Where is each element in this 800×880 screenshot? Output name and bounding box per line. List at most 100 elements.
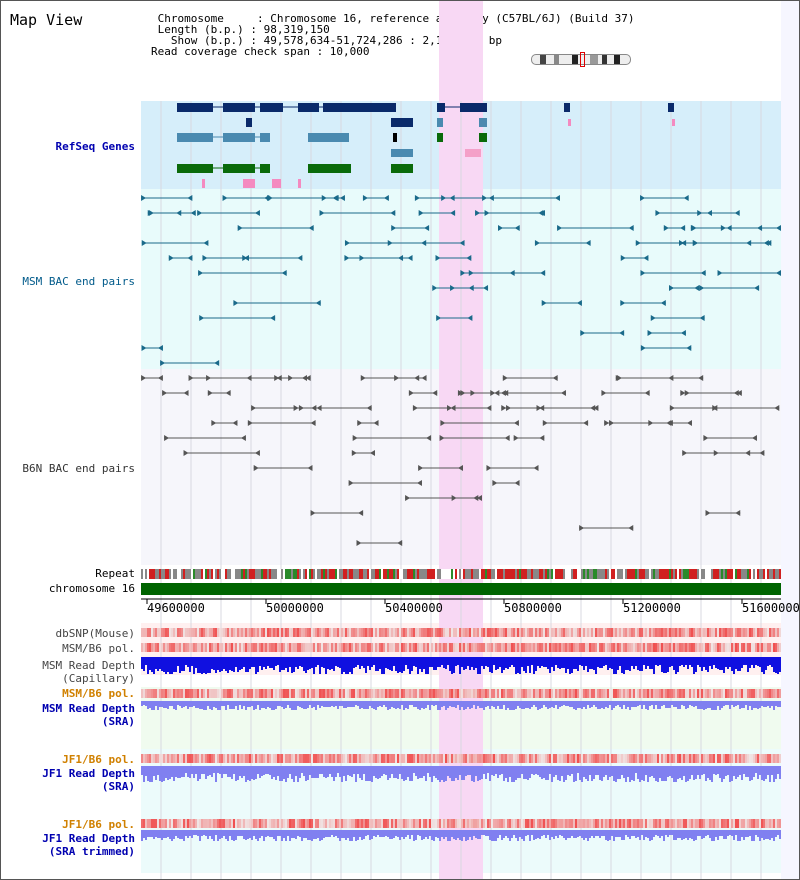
- read-depth-bar: [643, 766, 645, 781]
- track-label-jf1-pol-2[interactable]: JF1/B6 pol.: [62, 818, 135, 831]
- read-depth-bar: [235, 766, 237, 781]
- read-depth-bar: [613, 657, 615, 674]
- snp-density-cell: [275, 689, 277, 698]
- snp-density-cell: [611, 689, 613, 698]
- repeat-element: [231, 569, 233, 579]
- snp-density-cell: [445, 689, 447, 698]
- chromosome-ideogram[interactable]: [531, 54, 631, 65]
- read-depth-bar: [773, 701, 775, 710]
- read-depth-bar: [405, 657, 407, 665]
- track-label-msm-bac[interactable]: MSM BAC end pairs: [22, 275, 135, 288]
- read-depth-bar: [577, 657, 579, 671]
- repeat-element: [655, 569, 657, 579]
- snp-density-cell: [205, 689, 207, 698]
- snp-density-cell: [457, 819, 459, 828]
- repeat-element: [473, 569, 475, 579]
- read-depth-bar: [417, 830, 419, 835]
- snp-density-cell: [617, 689, 619, 698]
- read-depth-bar: [261, 830, 263, 836]
- track-label-jf1-depth-trimmed[interactable]: JF1 Read Depth (SRA trimmed): [42, 832, 135, 858]
- read-depth-bar: [391, 766, 393, 774]
- read-depth-bar: [439, 766, 441, 782]
- bac-end-marker: [450, 285, 456, 291]
- snp-density-cell: [479, 628, 481, 637]
- snp-density-cell: [409, 643, 411, 652]
- snp-density-cell: [715, 628, 717, 637]
- snp-density-cell: [359, 754, 361, 763]
- track-label-dbsnp[interactable]: dbSNP(Mouse): [55, 627, 135, 640]
- read-depth-bar: [287, 830, 289, 836]
- read-depth-bar: [193, 657, 195, 674]
- snp-density-cell: [555, 819, 557, 828]
- track-label-jf1-depth-sra[interactable]: JF1 Read Depth (SRA): [42, 767, 135, 793]
- read-depth-bar: [343, 701, 345, 708]
- snp-density-cell: [271, 819, 273, 828]
- repeat-element: [769, 569, 771, 579]
- bac-end-marker: [509, 270, 515, 276]
- snp-density-cell: [617, 643, 619, 652]
- repeat-element: [693, 569, 695, 579]
- snp-density-cell: [395, 628, 397, 637]
- bac-end-marker: [253, 465, 259, 471]
- snp-density-cell: [363, 819, 365, 828]
- read-depth-bar: [749, 830, 751, 836]
- snp-density-cell: [439, 754, 441, 763]
- track-label-b6n-bac[interactable]: B6N BAC end pairs: [22, 462, 135, 475]
- snp-density-cell: [671, 628, 673, 637]
- read-depth-bar: [323, 766, 325, 777]
- read-depth-bar: [563, 657, 565, 668]
- snp-density-cell: [351, 643, 353, 652]
- read-depth-bar: [583, 830, 585, 840]
- track-label-msm-depth-capillary[interactable]: MSM Read Depth (Capillary): [42, 659, 135, 685]
- snp-density-cell: [509, 628, 511, 637]
- gene-exon: [437, 118, 443, 127]
- read-depth-bar: [149, 701, 151, 708]
- snp-density-cell: [643, 754, 645, 763]
- bac-end-marker: [141, 240, 147, 246]
- read-depth-bar: [465, 701, 467, 709]
- snp-density-cell: [567, 643, 569, 652]
- snp-density-cell: [541, 643, 543, 652]
- snp-density-cell: [325, 689, 327, 698]
- track-label-refseq-genes[interactable]: RefSeq Genes: [55, 140, 135, 153]
- read-depth-bar: [341, 657, 343, 674]
- repeat-element: [665, 569, 667, 579]
- repeat-element: [383, 569, 385, 579]
- gene-exon: [223, 164, 255, 173]
- snp-density-cell: [589, 643, 591, 652]
- track-label-msm-depth-sra[interactable]: MSM Read Depth (SRA): [42, 702, 135, 728]
- repeat-element: [341, 569, 343, 579]
- snp-density-cell: [685, 628, 687, 637]
- read-depth-bar: [759, 830, 761, 841]
- snp-density-cell: [759, 643, 761, 652]
- snp-density-cell: [561, 754, 563, 763]
- snp-density-cell: [561, 689, 563, 698]
- bac-end-marker: [202, 255, 208, 261]
- bac-end-marker: [498, 225, 504, 231]
- track-label-msm-pol-2[interactable]: MSM/B6 pol.: [62, 687, 135, 700]
- read-depth-bar: [275, 766, 277, 780]
- track-label-jf1-pol[interactable]: JF1/B6 pol.: [62, 753, 135, 766]
- snp-density-cell: [747, 628, 749, 637]
- read-depth-bar: [427, 830, 429, 839]
- snp-density-cell: [399, 643, 401, 652]
- track-label-msm-pol[interactable]: MSM/B6 pol.: [62, 642, 135, 655]
- read-depth-bar: [167, 766, 169, 780]
- snp-density-cell: [453, 689, 455, 698]
- snp-density-cell: [777, 628, 779, 637]
- snp-density-cell: [417, 628, 419, 637]
- snp-density-cell: [189, 689, 191, 698]
- snp-density-cell: [647, 754, 649, 763]
- read-depth-bar: [339, 766, 341, 777]
- read-depth-bar: [635, 766, 637, 773]
- snp-density-cell: [391, 643, 393, 652]
- read-depth-bar: [341, 701, 343, 706]
- snp-density-cell: [195, 643, 197, 652]
- snp-density-cell: [705, 819, 707, 828]
- snp-density-cell: [383, 754, 385, 763]
- read-depth-bar: [689, 830, 691, 838]
- ideogram-position-marker[interactable]: [580, 52, 585, 67]
- read-depth-bar: [377, 657, 379, 671]
- snp-density-cell: [695, 628, 697, 637]
